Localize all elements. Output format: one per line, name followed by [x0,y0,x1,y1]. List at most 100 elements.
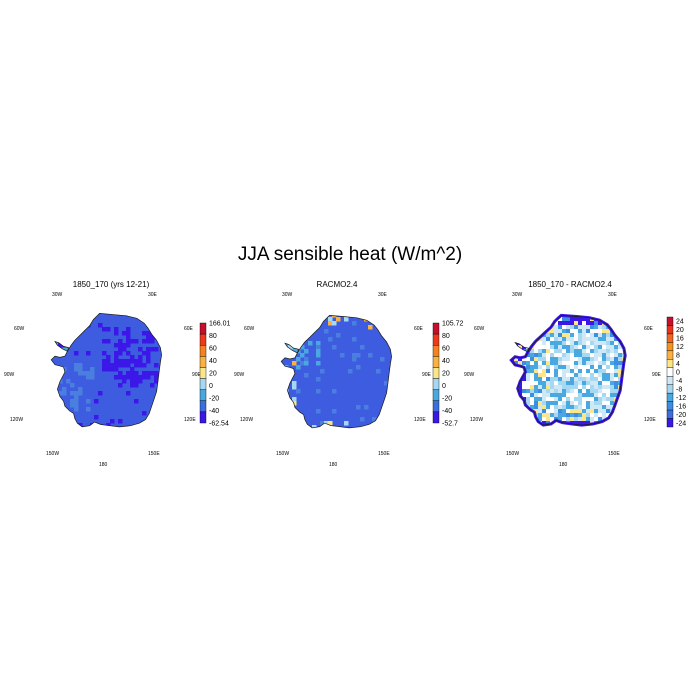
colorbar-swatch [199,400,207,413]
colorbar-swatch [666,333,674,343]
lon-label-90e: 90E [192,372,202,378]
lon-label-90e: 90E [652,372,662,378]
colorbar-label: -4 [676,378,682,385]
colorbar-label: -20 [676,412,686,419]
colorbar-label: 80 [209,333,217,340]
colorbar-swatch [666,392,674,402]
lon-label-120e: 120E [414,417,426,423]
colorbar-label: 8 [676,353,680,360]
colorbar-swatch [432,378,440,390]
colorbar-label: -24 [676,420,686,427]
colorbar-swatch [666,401,674,411]
colorbar-label: -40 [209,408,219,415]
lon-label-150e: 150E [608,451,620,457]
figure-title: JJA sensible heat (W/m^2) [237,244,463,265]
lon-label-150e: 150E [378,451,390,457]
map-panel-1: 30W 30E 60W 60E 90W 90E 120W 120E 150W 150E 180 [234,292,432,468]
lon-label-90w: 90W [234,372,245,378]
lon-label-30e: 30E [608,292,618,298]
colorbar-swatch [432,356,440,368]
lon-label-120e: 120E [184,417,196,423]
colorbar-swatch [666,409,674,419]
coastline [280,315,392,429]
lon-label-30w: 30W [512,292,523,298]
colorbar-label: 20 [442,371,450,378]
colorbar-swatch [199,322,207,335]
lon-label-30w: 30W [282,292,293,298]
lon-label-180: 180 [329,462,338,468]
map-panel-2: 30W 30E 60W 60E 90W 90E 120W 120E 150W 150E 180 [464,292,662,468]
lon-label-60w: 60W [244,326,255,332]
colorbar-label: -20 [209,396,219,403]
lon-label-90e: 90E [422,372,432,378]
colorbar-swatch [432,345,440,357]
lon-label-60e: 60E [184,326,194,332]
lon-label-90w: 90W [4,372,15,378]
colorbar-swatch [199,411,207,424]
lon-label-60w: 60W [14,326,25,332]
lon-label-60e: 60E [644,326,654,332]
colorbar-swatch [432,333,440,346]
lon-label-150w: 150W [46,451,59,457]
colorbar-swatch [666,384,674,394]
lon-label-30w: 30W [52,292,63,298]
lon-label-150w: 150W [276,451,289,457]
colorbar-swatch [199,356,207,368]
colorbar-label: -62.54 [209,421,229,428]
colorbar-1: 105.72 80 60 40 20 0 -20 -40 -52.7 [432,321,464,428]
colorbar-label: -16 [676,403,686,410]
colorbar-swatch [432,367,440,379]
lon-label-180: 180 [559,462,568,468]
colorbar-label: 80 [442,333,450,340]
colorbar-swatch [666,316,674,326]
colorbar-swatch [432,322,440,335]
lon-label-150w: 150W [506,451,519,457]
colorbar-swatch [666,342,674,352]
colorbar-swatch [666,325,674,335]
colorbar-swatch [666,367,674,377]
panel-title-1850: 1850_170 (yrs 12-21) [72,280,150,289]
panel-title-difference: 1850_170 - RACMO2.4 [528,280,612,289]
colorbar-label: -52.7 [442,421,458,428]
colorbar-swatch [432,389,440,401]
colorbar-label: 16 [676,336,684,343]
colorbar-label: 105.72 [442,321,464,328]
lon-label-90w: 90W [464,372,475,378]
colorbar-0: 166.01 80 60 40 20 0 -20 -40 -62.54 [199,321,231,428]
colorbar-label: 0 [442,383,446,390]
colorbar-label: 12 [676,344,684,351]
colorbar-swatch [666,376,674,385]
colorbar-label: 60 [442,346,450,353]
colorbar-swatch [199,378,207,390]
colorbar-label: 60 [209,346,217,353]
colorbar-swatch [666,350,674,360]
colorbar-label: 166.01 [209,321,231,328]
lon-label-30e: 30E [378,292,388,298]
lon-label-180: 180 [99,462,108,468]
colorbar-swatch [199,389,207,401]
colorbar-label: -40 [442,408,452,415]
colorbar-label: 0 [209,383,213,390]
colorbar-label: 24 [676,319,684,326]
field-patches [511,315,626,426]
colorbar-swatch [432,400,440,413]
colorbar-swatch [199,367,207,379]
colorbar-label: -8 [676,386,682,393]
colorbar-swatch [432,411,440,424]
lon-label-30e: 30E [148,292,158,298]
lon-label-120w: 120W [470,417,483,423]
coastline [510,315,626,426]
lon-label-150e: 150E [148,451,160,457]
colorbar-swatch [666,359,674,368]
colorbar-label: 20 [209,371,217,378]
colorbar-label: 0 [676,370,680,377]
lon-label-60e: 60E [414,326,424,332]
colorbar-swatch [199,345,207,357]
lon-label-120e: 120E [644,417,656,423]
coastline [50,313,162,428]
lon-label-120w: 120W [240,417,253,423]
colorbar-label: -12 [676,395,686,402]
colorbar-label: 20 [676,327,684,334]
